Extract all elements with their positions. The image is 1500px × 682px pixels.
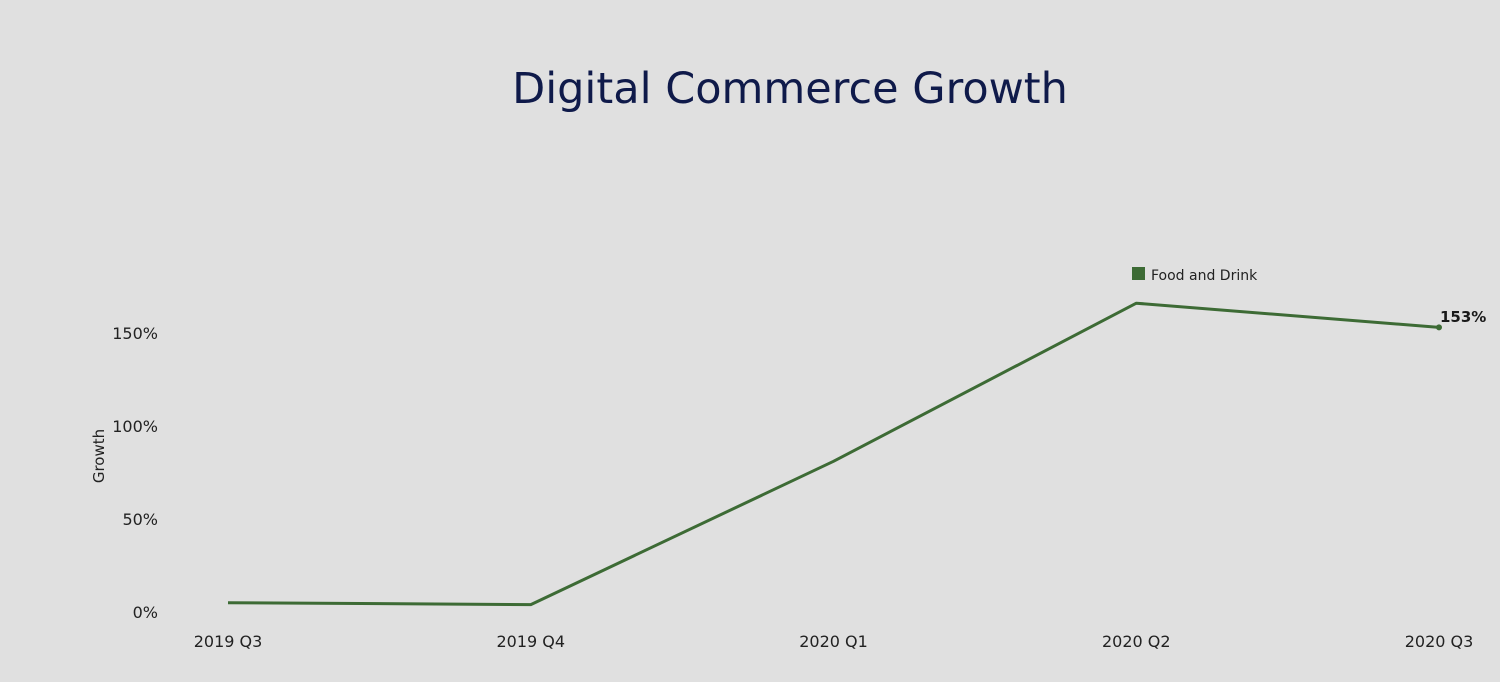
- data-point: [1436, 324, 1442, 331]
- series-layer: [227, 301, 1442, 607]
- y-tick-label: 50%: [122, 510, 158, 529]
- x-tick-label: 2020 Q2: [1102, 632, 1171, 651]
- legend-label: Food and Drink: [1151, 268, 1258, 284]
- x-tick-label: 2020 Q3: [1405, 632, 1474, 651]
- x-tick-label: 2020 Q1: [799, 632, 868, 651]
- data-label-last: 153%: [1440, 308, 1486, 326]
- y-axis-ticks: 0% 50% 100% 150%: [112, 324, 158, 622]
- legend: Food and Drink: [1132, 267, 1258, 284]
- chart-title: Digital Commerce Growth: [512, 64, 1068, 114]
- y-axis-title: Growth: [90, 429, 108, 483]
- series-line-food-and-drink: [227, 301, 1440, 607]
- y-tick-label: 100%: [112, 417, 158, 436]
- legend-swatch: [1132, 267, 1145, 280]
- x-axis-ticks: 2019 Q3 2019 Q4 2020 Q1 2020 Q2 2020 Q3: [194, 632, 1474, 651]
- x-tick-label: 2019 Q3: [194, 632, 263, 651]
- x-tick-label: 2019 Q4: [496, 632, 565, 651]
- y-tick-label: 150%: [112, 324, 158, 343]
- y-tick-label: 0%: [133, 603, 158, 622]
